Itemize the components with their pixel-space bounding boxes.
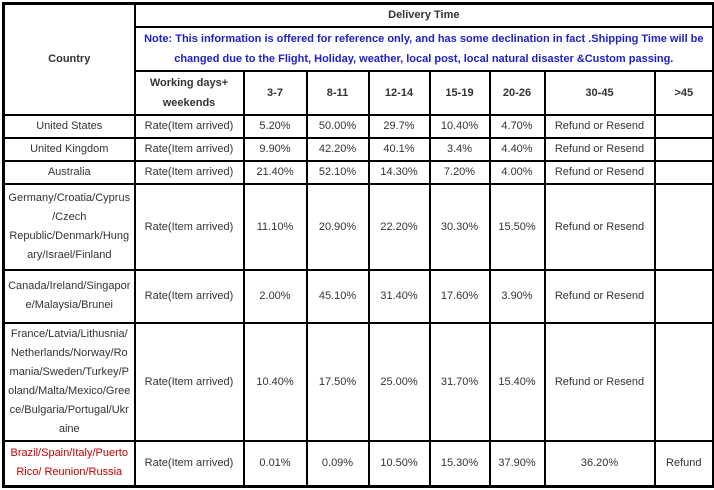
column-headers-row: Working days+ weekends 3-7 8-11 12-14 15… <box>4 69 714 116</box>
table-row-australia: Australia Rate(Item arrived) 21.40% 52.1… <box>2 159 714 185</box>
value-cell: 37.90% <box>488 439 546 488</box>
value-cell <box>653 113 714 139</box>
table-row-brazil-group: Brazil/Spain/Italy/Puerto Rico/ Reunion/… <box>2 439 714 488</box>
value-cell: 15.40% <box>488 321 546 442</box>
column-header-8-11: 8-11 <box>305 69 370 116</box>
value-cell: 52.10% <box>305 159 370 185</box>
refund-policy-cell: Refund or Resend <box>543 182 656 271</box>
country-cell: Brazil/Spain/Italy/Puerto Rico/ Reunion/… <box>2 439 136 488</box>
value-cell: 45.10% <box>305 268 370 324</box>
value-cell <box>653 159 714 185</box>
column-header-15-19: 15-19 <box>428 69 491 116</box>
value-cell: 21.40% <box>242 159 308 185</box>
value-cell: 20.90% <box>305 182 370 271</box>
rate-label-cell: Rate(Item arrived) <box>133 113 245 139</box>
refund-policy-cell: Refund or Resend <box>543 136 656 162</box>
table-row-united-kingdom: United Kingdom Rate(Item arrived) 9.90% … <box>2 136 714 162</box>
value-cell: 15.50% <box>488 182 546 271</box>
column-header-working-days: Working days+ weekends <box>133 69 245 116</box>
table-row-france-group: France/Latvia/Lithusnia/ Netherlands/Nor… <box>2 321 714 442</box>
value-cell: 17.50% <box>305 321 370 442</box>
value-cell: 10.40% <box>428 113 491 139</box>
value-cell: 9.90% <box>242 136 308 162</box>
column-header-30-45: 30-45 <box>543 69 656 116</box>
value-cell: 10.40% <box>242 321 308 442</box>
value-cell: 3.90% <box>488 268 546 324</box>
country-cell: Australia <box>2 159 136 185</box>
rate-label-cell: Rate(Item arrived) <box>133 321 245 442</box>
value-cell: 31.40% <box>367 268 431 324</box>
refund-policy-cell: Refund or Resend <box>543 268 656 324</box>
value-cell: 25.00% <box>367 321 431 442</box>
value-cell: 40.1% <box>367 136 431 162</box>
note-row: Note: This information is offered for re… <box>4 25 714 72</box>
rate-label-cell: Rate(Item arrived) <box>133 159 245 185</box>
value-cell: 4.70% <box>488 113 546 139</box>
rate-label-cell: Rate(Item arrived) <box>133 439 245 488</box>
column-header-3-7: 3-7 <box>242 69 308 116</box>
rate-label-cell: Rate(Item arrived) <box>133 136 245 162</box>
refund-policy-cell: Refund or Resend <box>543 159 656 185</box>
value-cell <box>653 321 714 442</box>
country-cell: France/Latvia/Lithusnia/ Netherlands/Nor… <box>2 321 136 442</box>
value-cell <box>653 182 714 271</box>
value-cell: 30.30% <box>428 182 491 271</box>
refund-policy-cell: Refund or Resend <box>543 321 656 442</box>
value-cell: 2.00% <box>242 268 308 324</box>
table-row-germany-group: Germany/Croatia/Cyprus/Czech Republic/De… <box>2 182 714 271</box>
value-cell: 4.40% <box>488 136 546 162</box>
column-header-gt-45: >45 <box>653 69 714 116</box>
value-cell: 7.20% <box>428 159 491 185</box>
table-header-row: Country Delivery Time <box>2 2 714 116</box>
column-header-12-14: 12-14 <box>367 69 431 116</box>
note-text: Note: This information is offered for re… <box>133 25 714 72</box>
value-cell: 42.20% <box>305 136 370 162</box>
value-cell: 50.00% <box>305 113 370 139</box>
value-cell: 15.30% <box>428 439 491 488</box>
value-cell: 0.09% <box>305 439 370 488</box>
value-cell: 36.20% <box>543 439 656 488</box>
value-cell: 5.20% <box>242 113 308 139</box>
delivery-time-title: Delivery Time <box>133 2 714 28</box>
value-cell: 14.30% <box>367 159 431 185</box>
country-column-header: Country <box>2 2 136 116</box>
value-cell: 3.4% <box>428 136 491 162</box>
refund-policy-cell: Refund <box>653 439 714 488</box>
value-cell: 11.10% <box>242 182 308 271</box>
country-cell: United Kingdom <box>2 136 136 162</box>
rate-label-cell: Rate(Item arrived) <box>133 268 245 324</box>
value-cell: 22.20% <box>367 182 431 271</box>
refund-policy-cell: Refund or Resend <box>543 113 656 139</box>
value-cell: 0.01% <box>242 439 308 488</box>
value-cell: 31.70% <box>428 321 491 442</box>
value-cell: 17.60% <box>428 268 491 324</box>
value-cell: 4.00% <box>488 159 546 185</box>
value-cell: 10.50% <box>367 439 431 488</box>
table-row-united-states: United States Rate(Item arrived) 5.20% 5… <box>2 113 714 139</box>
value-cell <box>653 268 714 324</box>
value-cell: 29.7% <box>367 113 431 139</box>
country-cell: United States <box>2 113 136 139</box>
rate-label-cell: Rate(Item arrived) <box>133 182 245 271</box>
column-header-20-26: 20-26 <box>488 69 546 116</box>
table-row-canada-group: Canada/Ireland/Singapore/Malaysia/Brunei… <box>2 268 714 324</box>
country-cell: Canada/Ireland/Singapore/Malaysia/Brunei <box>2 268 136 324</box>
value-cell <box>653 136 714 162</box>
country-cell: Germany/Croatia/Cyprus/Czech Republic/De… <box>2 182 136 271</box>
